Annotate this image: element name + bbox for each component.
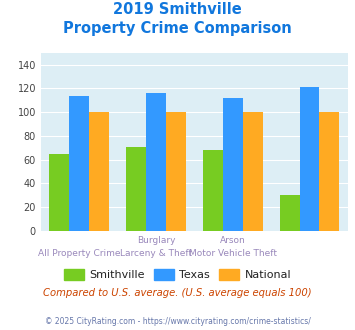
- Text: Motor Vehicle Theft: Motor Vehicle Theft: [189, 249, 277, 258]
- Text: All Property Crime: All Property Crime: [38, 249, 120, 258]
- Bar: [243, 112, 263, 231]
- Text: Larceny & Theft: Larceny & Theft: [120, 249, 192, 258]
- Bar: [89, 112, 109, 231]
- Bar: [280, 195, 300, 231]
- Bar: [126, 147, 146, 231]
- Bar: [146, 93, 166, 231]
- Text: Property Crime Comparison: Property Crime Comparison: [63, 21, 292, 36]
- Bar: [166, 112, 186, 231]
- Text: © 2025 CityRating.com - https://www.cityrating.com/crime-statistics/: © 2025 CityRating.com - https://www.city…: [45, 317, 310, 326]
- Text: Compared to U.S. average. (U.S. average equals 100): Compared to U.S. average. (U.S. average …: [43, 288, 312, 298]
- Text: Arson: Arson: [220, 236, 246, 245]
- Bar: [300, 87, 320, 231]
- Bar: [320, 112, 339, 231]
- Bar: [69, 96, 89, 231]
- Bar: [203, 150, 223, 231]
- Text: Burglary: Burglary: [137, 236, 175, 245]
- Bar: [223, 98, 243, 231]
- Legend: Smithville, Texas, National: Smithville, Texas, National: [59, 265, 296, 284]
- Bar: [49, 154, 69, 231]
- Text: 2019 Smithville: 2019 Smithville: [113, 2, 242, 16]
